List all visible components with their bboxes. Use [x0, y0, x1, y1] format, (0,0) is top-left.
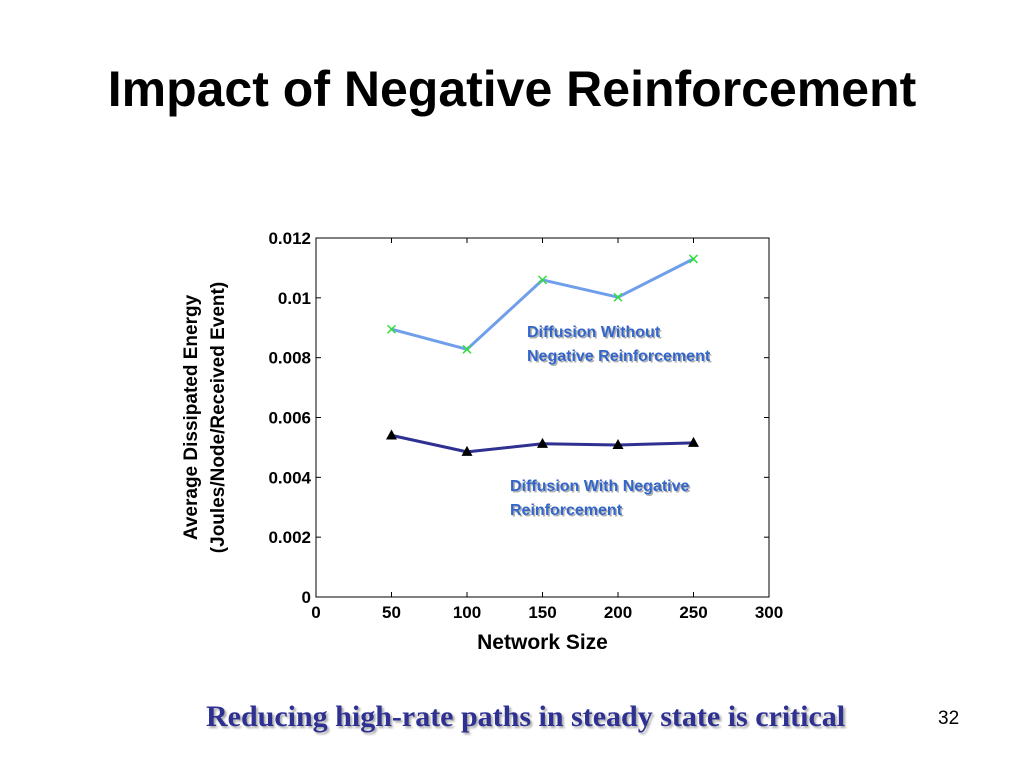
series-2 [386, 429, 699, 456]
x-tick-label: 300 [755, 603, 783, 622]
annotation-shadow: Diffusion With Negative [512, 480, 692, 497]
y-tick-label: 0.008 [268, 349, 311, 368]
annotation-text: Diffusion Without [527, 324, 661, 341]
x-axis-label: Network Size [477, 631, 608, 654]
marker-stroke [537, 275, 548, 285]
data-point-x-marker [462, 344, 472, 354]
annotation-text: Negative Reinforcement [527, 348, 711, 365]
annotation-shadow: Diffusion Without [529, 326, 663, 343]
data-point-x-marker [386, 324, 397, 334]
data-point-triangle-marker [537, 437, 548, 448]
y-tick-label: 0.012 [268, 229, 311, 248]
data-point-x-marker [688, 254, 699, 264]
y-tick-label: 0.004 [268, 468, 311, 487]
slide-title: Impact of Negative Reinforcement [107, 61, 917, 117]
data-point-triangle-marker [386, 429, 397, 440]
y-axis-label-line: (Joules/Node/Received Event) [208, 282, 229, 553]
marker-stroke [386, 324, 397, 334]
annotation-shadow: Negative Reinforcement [529, 350, 713, 367]
data-point-triangle-marker [461, 445, 473, 456]
annotation-text: Reinforcement [510, 502, 623, 519]
x-tick-label: 0 [311, 603, 320, 622]
series-1 [386, 254, 699, 354]
x-tick-label: 200 [604, 603, 632, 622]
data-point-triangle-marker [612, 439, 624, 450]
data-point-triangle-marker [688, 436, 699, 447]
label-layer: 0 50 100 150 200 250 300 0 0.002 0.004 0.006 0.008 0… [181, 229, 783, 654]
marker-stroke [613, 292, 623, 302]
x-tick-label: 50 [382, 603, 401, 622]
y-tick-label: 0 [302, 588, 311, 607]
plot-frame [315, 237, 770, 598]
y-tick-label: 0.01 [278, 289, 311, 308]
annotation-shadow: Reinforcement [512, 504, 625, 521]
y-axis-label-line: Average Dissipated Energy [181, 294, 202, 540]
y-tick-label: 0.002 [268, 528, 311, 547]
page-number: 32 [938, 708, 960, 729]
x-tick-label: 250 [679, 603, 707, 622]
data-point-x-marker [537, 275, 548, 285]
data-point-x-marker [613, 292, 623, 302]
x-tick-label: 100 [453, 603, 481, 622]
marker-stroke [688, 254, 699, 264]
y-tick-label: 0.006 [268, 409, 311, 428]
y-axis-label: Average Dissipated Energy (Joules/Node/Re… [181, 282, 229, 553]
marker-stroke [462, 344, 472, 354]
slide-caption: Reducing high-rate paths in steady state… [206, 700, 846, 733]
x-tick-label: 150 [528, 603, 556, 622]
axes [315, 237, 770, 598]
annotation-text: Diffusion With Negative [510, 478, 690, 495]
series-layer [386, 254, 699, 456]
